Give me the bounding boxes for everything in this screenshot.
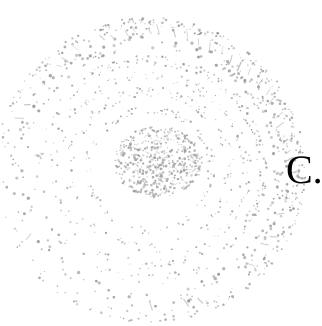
figure-label: C.: [286, 147, 322, 192]
